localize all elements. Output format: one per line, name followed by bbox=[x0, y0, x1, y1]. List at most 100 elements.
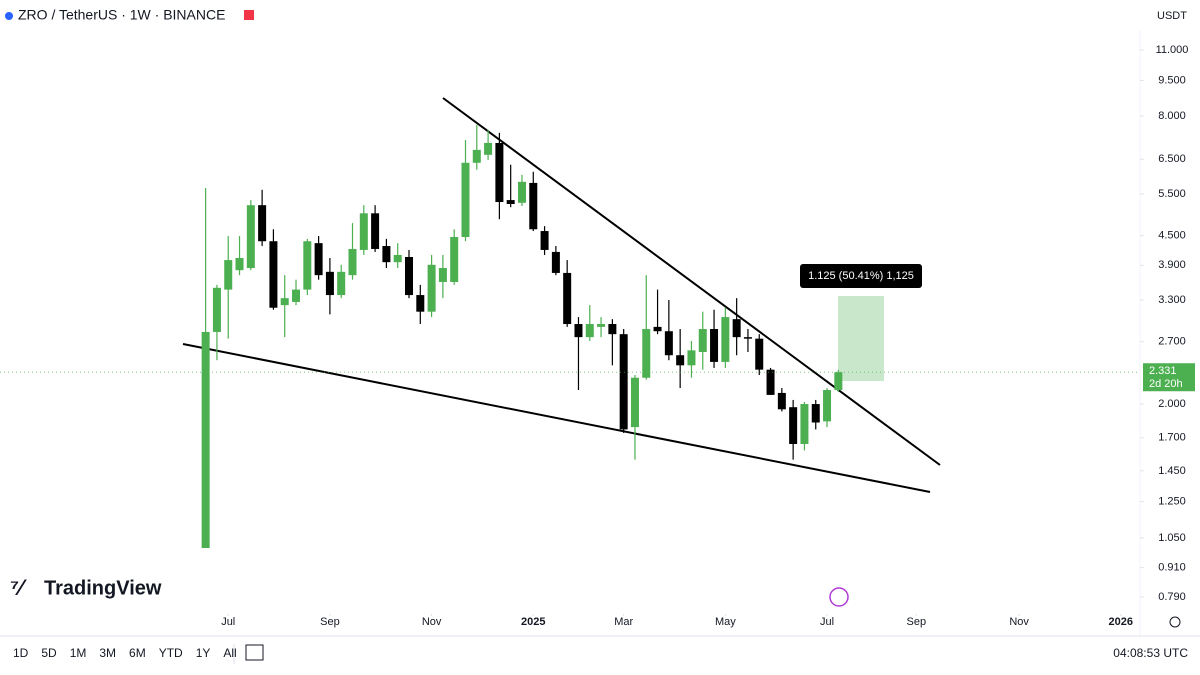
candle-body bbox=[438, 268, 447, 282]
candle-body bbox=[563, 272, 572, 325]
range-button[interactable]: 5D bbox=[41, 646, 57, 660]
y-tick-label: 0.910 bbox=[1158, 562, 1186, 574]
y-tick-label: 5.500 bbox=[1158, 188, 1186, 200]
candle-body bbox=[280, 298, 289, 306]
trend-line bbox=[182, 343, 931, 493]
candle-body bbox=[529, 182, 538, 230]
candle-body bbox=[574, 324, 583, 338]
candle-body bbox=[258, 205, 267, 242]
candle-body bbox=[676, 355, 685, 366]
candle-body bbox=[292, 289, 301, 302]
candle-body bbox=[823, 389, 832, 422]
y-tick-label: 1.700 bbox=[1158, 432, 1186, 444]
last-price-tag bbox=[1143, 363, 1195, 392]
candle-body bbox=[382, 246, 391, 263]
flag bbox=[244, 10, 254, 20]
candle-body bbox=[269, 241, 278, 308]
clock: 04:08:53 UTC bbox=[1113, 646, 1188, 660]
candle-body bbox=[517, 181, 526, 203]
candle-body bbox=[766, 369, 775, 395]
candle-body bbox=[472, 149, 481, 163]
candle-body bbox=[416, 295, 425, 312]
candle-body bbox=[834, 372, 843, 390]
candle-body bbox=[653, 326, 662, 332]
candle-body bbox=[789, 407, 798, 445]
candle-body bbox=[404, 256, 413, 296]
y-tick-label: 2.000 bbox=[1158, 398, 1186, 410]
x-tick-label: 2025 bbox=[521, 616, 545, 628]
candle-body bbox=[337, 271, 346, 296]
y-tick-label: 6.500 bbox=[1158, 153, 1186, 165]
range-button[interactable]: 6M bbox=[129, 646, 146, 660]
y-tick-label: 1.050 bbox=[1158, 532, 1186, 544]
candle-body bbox=[551, 251, 560, 273]
symbol: ZRO / TetherUS · 1W · BINANCE bbox=[18, 7, 225, 23]
candle-body bbox=[597, 324, 606, 327]
flash-icon[interactable] bbox=[829, 587, 849, 607]
range-button[interactable]: 1D bbox=[13, 646, 29, 660]
measure-tooltip bbox=[800, 264, 922, 288]
currency[interactable]: USDT bbox=[1157, 10, 1187, 22]
brand-icon: ⁷⁄ bbox=[10, 575, 27, 600]
y-tick-label: 9.500 bbox=[1158, 74, 1186, 86]
countdown: 2d 20h bbox=[1149, 378, 1183, 390]
candle-body bbox=[540, 231, 549, 250]
y-tick-label: 1.250 bbox=[1158, 496, 1186, 508]
candle-body bbox=[642, 329, 651, 378]
y-tick-label: 0.790 bbox=[1158, 591, 1186, 603]
x-tick-label: Jul bbox=[221, 616, 235, 628]
x-tick-label: Jul bbox=[820, 616, 834, 628]
x-tick-label: Sep bbox=[907, 616, 927, 628]
candle-body bbox=[495, 142, 504, 203]
range-button[interactable]: All bbox=[223, 646, 236, 660]
candle-body bbox=[619, 334, 628, 430]
candle-body bbox=[201, 331, 210, 549]
range-button[interactable]: 1M bbox=[70, 646, 87, 660]
candle-body bbox=[585, 324, 594, 338]
brand: TradingView bbox=[44, 577, 162, 599]
candle-body bbox=[235, 258, 244, 271]
last-price-label: 2.331 bbox=[1149, 365, 1177, 377]
x-tick-label: Nov bbox=[422, 616, 442, 628]
candle-body bbox=[800, 404, 809, 445]
candle-body bbox=[743, 337, 752, 339]
trend-line bbox=[442, 97, 941, 466]
candle-body bbox=[687, 350, 696, 366]
logo-dot bbox=[5, 12, 13, 20]
candle-body bbox=[484, 142, 493, 155]
candle-body bbox=[608, 324, 617, 335]
candle-body bbox=[325, 271, 334, 296]
candle-body bbox=[393, 254, 402, 263]
range-button[interactable]: 3M bbox=[99, 646, 116, 660]
y-tick-label: 3.300 bbox=[1158, 294, 1186, 306]
y-tick-label: 11.000 bbox=[1156, 44, 1189, 56]
candle-body bbox=[755, 338, 764, 370]
candle-body bbox=[777, 392, 786, 410]
range-button[interactable]: 1Y bbox=[196, 646, 211, 660]
y-tick-label: 2.700 bbox=[1158, 336, 1186, 348]
candle-body bbox=[721, 317, 730, 362]
candle-body bbox=[698, 329, 707, 352]
candle-body bbox=[506, 200, 515, 204]
y-tick-label: 3.900 bbox=[1158, 259, 1186, 271]
range-button[interactable]: YTD bbox=[159, 646, 183, 660]
candle-body bbox=[212, 287, 221, 332]
x-tick-label: Mar bbox=[614, 616, 633, 628]
candle-body bbox=[630, 377, 639, 428]
candle-body bbox=[450, 237, 459, 282]
x-tick-label: May bbox=[715, 616, 736, 628]
x-tick-label: Sep bbox=[320, 616, 340, 628]
measure-label: 1.125 (50.41%) 1,125 bbox=[808, 270, 914, 282]
candle-body bbox=[348, 248, 357, 276]
candle-body bbox=[314, 243, 323, 276]
date-range-icon[interactable] bbox=[245, 644, 264, 661]
candle-body bbox=[427, 264, 436, 312]
candle-body bbox=[811, 404, 820, 423]
candle-body bbox=[371, 213, 380, 249]
candle-body bbox=[732, 319, 741, 338]
x-tick-label: 2026 bbox=[1109, 616, 1133, 628]
x-tick-label: Nov bbox=[1009, 616, 1029, 628]
candle-body bbox=[710, 329, 719, 362]
settings-icon[interactable] bbox=[1169, 616, 1181, 628]
